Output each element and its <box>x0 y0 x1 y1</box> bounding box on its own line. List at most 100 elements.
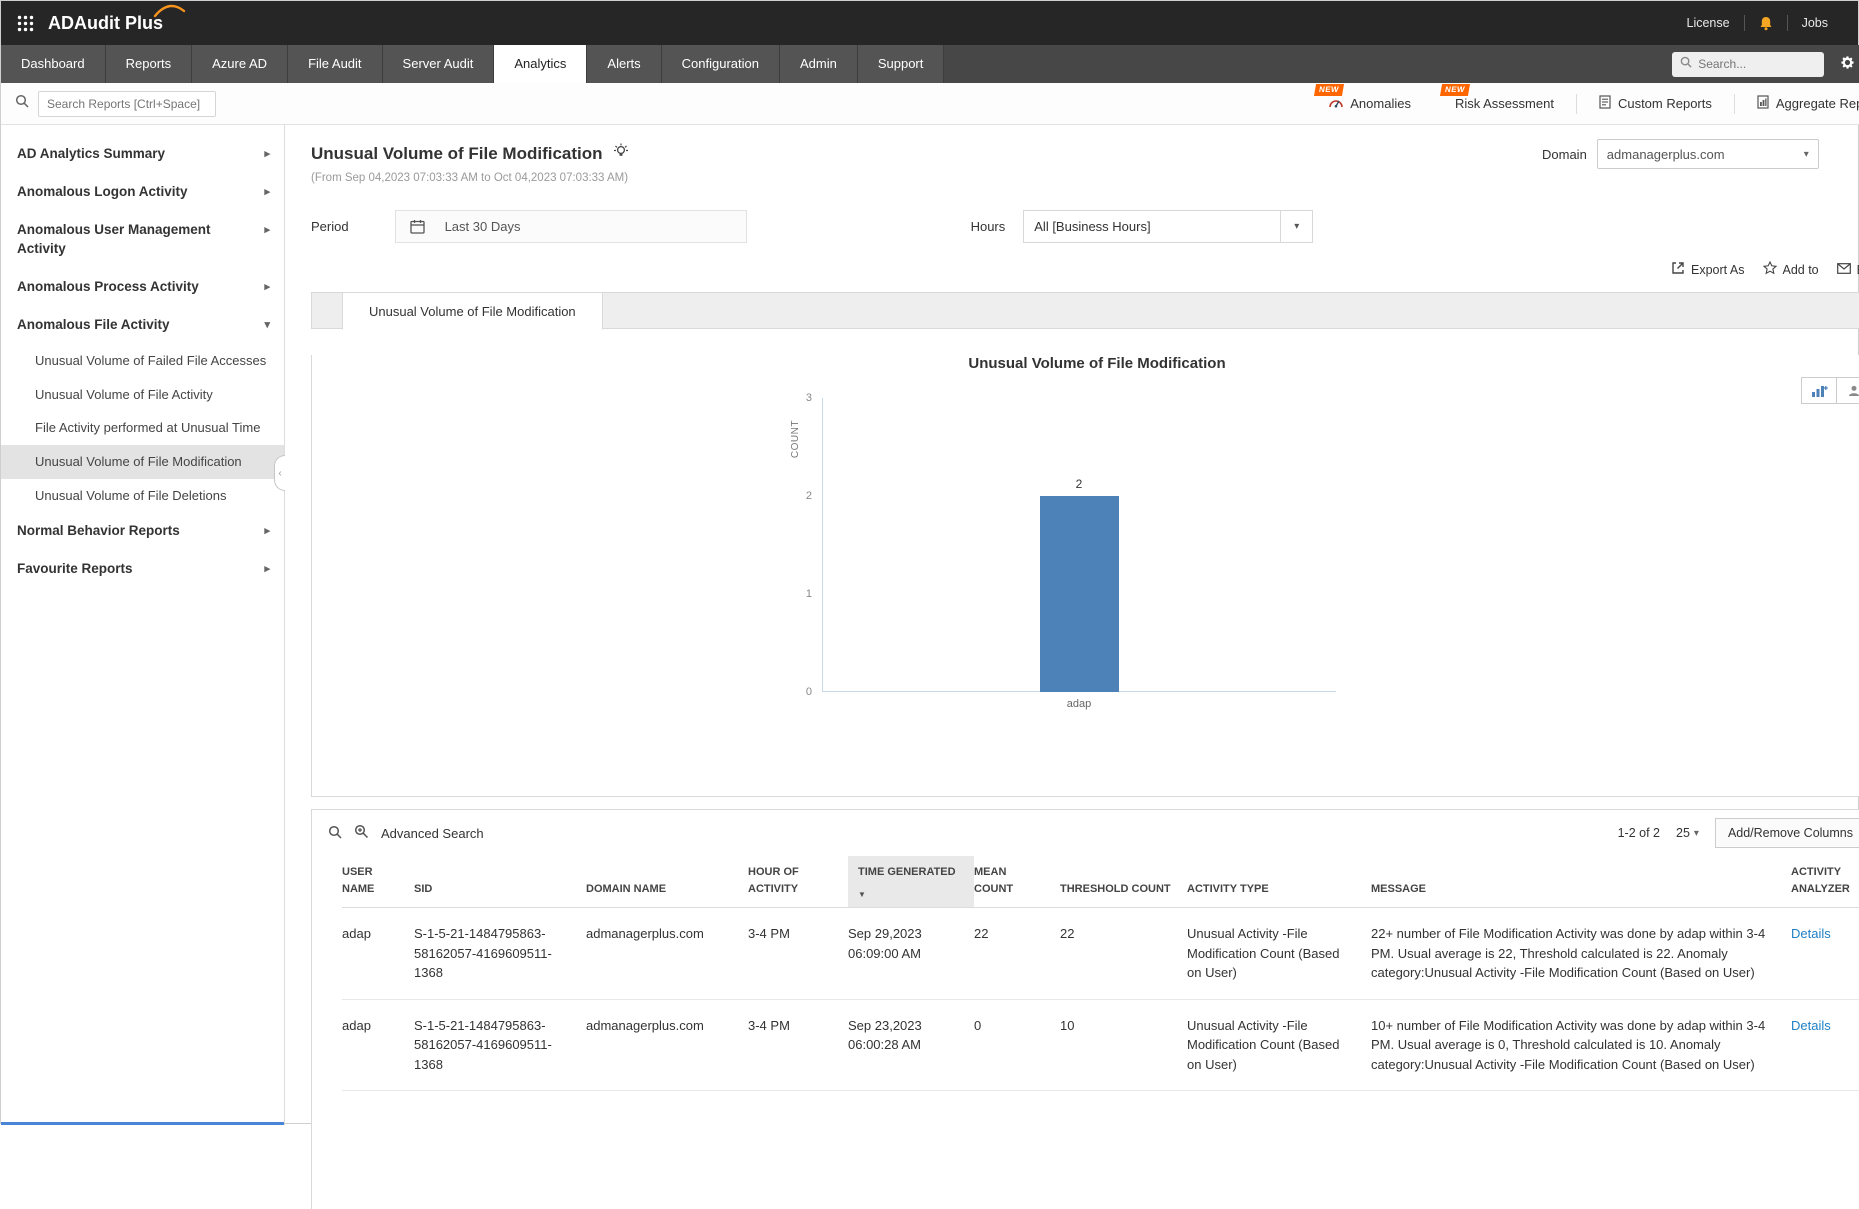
chevron-down-icon: ▾ <box>1693 827 1699 839</box>
column-header-activity-type[interactable]: ACTIVITY TYPE <box>1187 856 1371 908</box>
report-main: Unusual Volume of File Modification (Fro… <box>285 125 1859 1209</box>
subheader-divider <box>1733 93 1735 114</box>
email-button[interactable]: E <box>1836 261 1859 278</box>
chart-plot: COUNT 2 adap 0 1 2 3 <box>790 392 1336 710</box>
custom-reports-icon <box>1599 95 1611 112</box>
sidebar-item-favourite-reports[interactable]: Favourite Reports ▸ <box>1 550 284 588</box>
column-header-message[interactable]: MESSAGE <box>1371 856 1791 908</box>
table-search-icon[interactable] <box>328 825 342 842</box>
chart-bar-adap[interactable]: 2 <box>1039 477 1119 692</box>
column-header-activity-analyzer[interactable]: ACTIVITY ANALYZER <box>1791 856 1859 908</box>
sidebar-item-normal-behavior-reports[interactable]: Normal Behavior Reports ▸ <box>1 512 284 550</box>
cell-mean-count: 22 <box>974 907 1060 1000</box>
sidebar-child-unusual-volume-failed-file-accesses[interactable]: Unusual Volume of Failed File Accesses <box>35 353 267 369</box>
nav-tab-alerts[interactable]: Alerts <box>587 45 662 83</box>
topbar-left: ADAudit Plus <box>17 4 186 34</box>
y-axis-title: COUNT <box>790 420 801 459</box>
app-grid-icon[interactable] <box>17 15 34 32</box>
sidebar-child-unusual-volume-file-activity[interactable]: Unusual Volume of File Activity <box>35 386 213 402</box>
period-picker[interactable]: Last 30 Days <box>394 210 747 243</box>
risk-assessment-label: Risk Assessment <box>1454 96 1554 111</box>
sidebar-item-label: Anomalous File Activity <box>17 317 170 333</box>
domain-select[interactable]: admanagerplus.com ▾ <box>1596 139 1819 169</box>
cell-message: 10+ number of File Modification Activity… <box>1371 999 1791 1091</box>
nav-tab-reports[interactable]: Reports <box>105 45 193 83</box>
sidebar-child-unusual-volume-file-deletions[interactable]: Unusual Volume of File Deletions <box>35 487 227 503</box>
chevron-right-icon: ▸ <box>264 148 270 160</box>
domain-select-value: admanagerplus.com <box>1606 146 1725 162</box>
sidebar-item-anomalous-process-activity[interactable]: Anomalous Process Activity ▸ <box>1 268 284 306</box>
chart-title: Unusual Volume of File Modification <box>968 355 1226 372</box>
bar-slot: 2 <box>1024 398 1134 692</box>
page-size-select[interactable]: 25 ▾ <box>1676 826 1699 840</box>
sidebar-child-file-activity-unusual-time[interactable]: File Activity performed at Unusual Time <box>35 420 261 436</box>
domain-settings-button[interactable]: Domain <box>1840 55 1859 73</box>
hours-select[interactable]: All [Business Hours] ▾ <box>1023 210 1314 243</box>
column-header-hour-of-activity[interactable]: HOUR OF ACTIVITY <box>748 856 848 908</box>
column-header-domain-name[interactable]: DOMAIN NAME <box>586 856 748 908</box>
cell-user-name: adap <box>342 999 414 1091</box>
aggregate-reports-link[interactable]: Aggregate Reports <box>1735 83 1859 124</box>
global-search-box[interactable] <box>1672 51 1825 77</box>
chevron-right-icon: ▸ <box>264 280 270 293</box>
subheader: NEW Anomalies NEW Risk Assessment <box>1 83 1859 125</box>
aggregate-reports-label: Aggregate Reports <box>1775 96 1859 111</box>
details-link[interactable]: Details <box>1791 1017 1831 1033</box>
chart-view-toggle-button[interactable] <box>1801 377 1837 404</box>
jobs-link[interactable]: Jobs <box>1801 16 1828 30</box>
cell-activity-analyzer: Details <box>1791 907 1859 1000</box>
app-logo-text: ADAudit Plus <box>48 12 163 33</box>
y-axis-line <box>822 398 823 692</box>
nav-tab-dashboard[interactable]: Dashboard <box>1 45 106 83</box>
nav-tab-support[interactable]: Support <box>857 45 945 83</box>
topbar: ADAudit Plus License Jobs <box>1 1 1858 45</box>
export-as-label: Export As <box>1691 262 1745 277</box>
sidebar-item-anomalous-file-activity[interactable]: Anomalous File Activity ▾ <box>1 306 284 344</box>
nav-tab-admin[interactable]: Admin <box>779 45 858 83</box>
sidebar-collapse-handle[interactable]: ‹ <box>274 455 285 491</box>
license-link[interactable]: License <box>1686 16 1730 30</box>
advanced-search-icon[interactable] <box>354 824 369 842</box>
custom-reports-label: Custom Reports <box>1617 96 1712 111</box>
anomalies-link[interactable]: NEW Anomalies <box>1307 83 1433 124</box>
anomaly-results-table: USER NAME SID DOMAIN NAME HOUR OF ACTIVI… <box>342 856 1859 1091</box>
column-header-threshold-count[interactable]: THRESHOLD COUNT <box>1060 856 1187 908</box>
column-header-sid[interactable]: SID <box>414 856 586 908</box>
cell-threshold-count: 10 <box>1060 999 1187 1091</box>
column-header-user-name[interactable]: USER NAME <box>342 856 414 908</box>
nav-tab-file-audit[interactable]: File Audit <box>288 45 383 83</box>
add-to-favourites-button[interactable]: Add to <box>1762 260 1819 278</box>
tab-unusual-volume-file-modification[interactable]: Unusual Volume of File Modification <box>342 292 603 330</box>
sidebar-item-anomalous-logon-activity[interactable]: Anomalous Logon Activity ▸ <box>1 173 284 211</box>
cell-threshold-count: 22 <box>1060 907 1187 1000</box>
column-header-mean-count[interactable]: MEAN COUNT <box>974 856 1060 908</box>
nav-tab-server-audit[interactable]: Server Audit <box>382 45 495 83</box>
nav-tab-analytics[interactable]: Analytics <box>494 45 588 83</box>
anomalies-icon <box>1329 96 1344 111</box>
nav-tab-azure-ad[interactable]: Azure AD <box>192 45 289 83</box>
sidebar-item-ad-analytics-summary[interactable]: AD Analytics Summary ▸ <box>1 135 284 173</box>
cell-hour-of-activity: 3-4 PM <box>748 907 848 1000</box>
notifications-bell-icon[interactable] <box>1745 16 1787 31</box>
add-remove-columns-button[interactable]: Add/Remove Columns <box>1714 818 1859 848</box>
risk-assessment-link[interactable]: NEW Risk Assessment <box>1433 83 1576 124</box>
sidebar-child-unusual-volume-file-modification[interactable]: Unusual Volume of File Modification <box>1 444 284 479</box>
details-link[interactable]: Details <box>1791 926 1831 941</box>
anomalies-label: Anomalies <box>1350 96 1411 111</box>
custom-reports-link[interactable]: Custom Reports <box>1577 83 1734 124</box>
page-size-value: 25 <box>1676 826 1690 840</box>
chevron-right-icon: ▸ <box>264 224 270 237</box>
sidebar-item-anomalous-user-management-activity[interactable]: Anomalous User Management Activity ▸ <box>1 211 284 267</box>
x-axis-category-label: adap <box>1066 698 1092 710</box>
hours-group: Hours All [Business Hours] ▾ <box>971 210 1314 243</box>
tip-bulb-icon[interactable] <box>613 143 629 165</box>
table-toolbar-right: 1-2 of 2 25 ▾ Add/Remove Columns <box>1618 818 1859 848</box>
export-as-button[interactable]: Export As <box>1671 261 1745 278</box>
global-search-input[interactable] <box>1698 57 1811 71</box>
report-search-input[interactable] <box>38 90 216 117</box>
domain-label: Domain <box>1542 146 1587 162</box>
column-header-time-generated[interactable]: TIME GENERATED ▼ <box>848 856 974 908</box>
nav-tab-configuration[interactable]: Configuration <box>661 45 780 83</box>
advanced-search-label[interactable]: Advanced Search <box>381 825 484 841</box>
user-view-toggle-button[interactable] <box>1836 377 1859 404</box>
